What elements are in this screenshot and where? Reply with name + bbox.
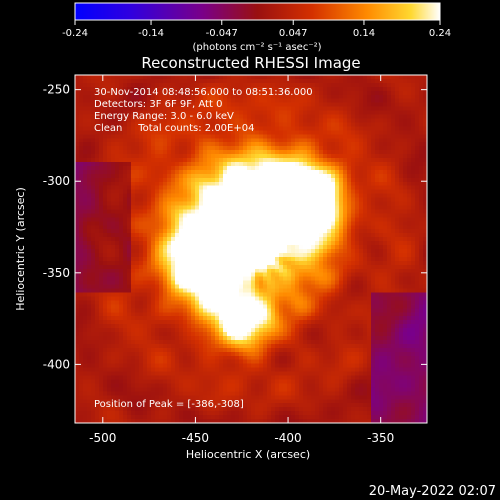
x-axis: -500 -450 -400 -350 bbox=[89, 75, 394, 445]
y-axis-label: Heliocentric Y (arcsec) bbox=[14, 187, 27, 311]
colorbar-tick-label: -0.24 bbox=[62, 28, 88, 39]
colorbar-tick-label: 0.14 bbox=[353, 28, 375, 39]
colorbar-tick-label: 0.047 bbox=[279, 28, 308, 39]
x-tick-label: -400 bbox=[274, 431, 301, 445]
y-tick-label: -350 bbox=[43, 266, 70, 280]
plot-frame bbox=[74, 74, 428, 424]
chart-title: Reconstructed RHESSI Image bbox=[141, 54, 360, 72]
y-axis: -250 -300 -350 -400 bbox=[43, 83, 427, 371]
x-tick-label: -450 bbox=[182, 431, 209, 445]
peak-position-label: Position of Peak = [-386,-308] bbox=[94, 399, 244, 410]
footer-date: 20-May-2022 02:07 bbox=[369, 484, 496, 499]
annotation-energy: Energy Range: 3.0 - 6.0 keV bbox=[94, 111, 234, 122]
colorbar bbox=[74, 2, 441, 21]
annotation-time: 30-Nov-2014 08:48:56.000 to 08:51:36.000 bbox=[94, 87, 313, 98]
y-tick-label: -400 bbox=[43, 357, 70, 371]
colorbar-label: (photons cm⁻² s⁻¹ asec⁻²) bbox=[192, 42, 321, 53]
x-axis-label: Heliocentric X (arcsec) bbox=[186, 448, 310, 461]
annotation-detectors: Detectors: 3F 6F 9F, Att 0 bbox=[94, 99, 222, 110]
colorbar-ticks: -0.24 -0.14 -0.047 0.047 0.14 0.24 bbox=[62, 20, 451, 39]
x-tick-label: -350 bbox=[367, 431, 394, 445]
x-tick-label: -500 bbox=[89, 431, 116, 445]
colorbar-tick-label: 0.24 bbox=[429, 28, 451, 39]
y-tick-label: -250 bbox=[43, 83, 70, 97]
heatmap-raster bbox=[75, 75, 427, 423]
heatmap-image bbox=[75, 75, 427, 423]
colorbar-tick-label: -0.047 bbox=[206, 28, 238, 39]
y-tick-label: -300 bbox=[43, 174, 70, 188]
colorbar-tick-label: -0.14 bbox=[138, 28, 164, 39]
annotation-clean: Clean Total counts: 2.00E+04 bbox=[94, 123, 254, 134]
